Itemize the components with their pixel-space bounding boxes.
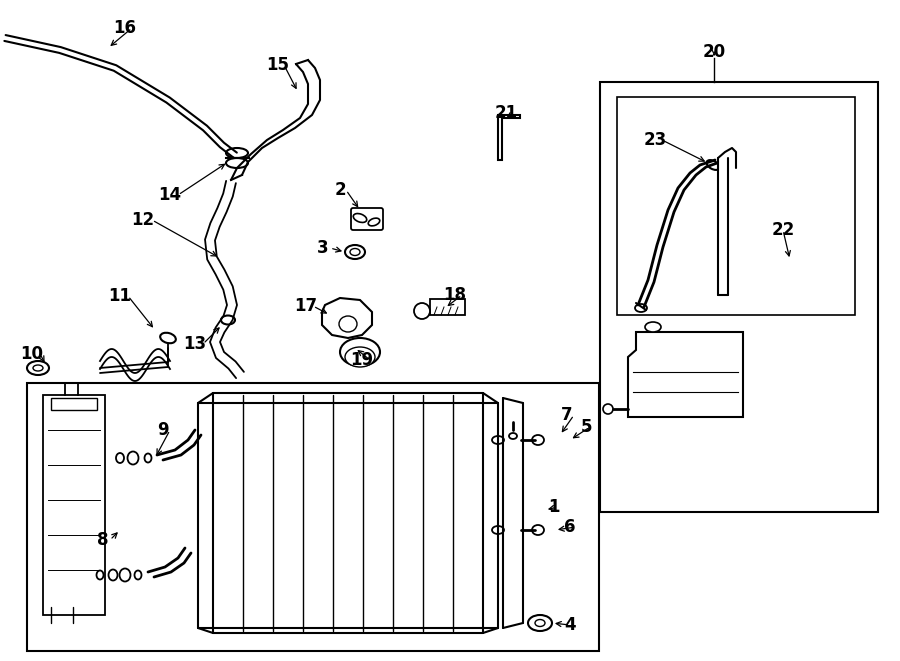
Text: 19: 19: [350, 351, 374, 369]
Polygon shape: [322, 298, 372, 338]
Ellipse shape: [160, 332, 176, 343]
Ellipse shape: [706, 160, 719, 170]
Ellipse shape: [340, 338, 380, 366]
Bar: [43, 395, 105, 615]
Text: 3: 3: [317, 239, 328, 257]
Ellipse shape: [414, 303, 430, 319]
Text: 17: 17: [294, 297, 318, 315]
Bar: [51, 398, 97, 410]
Ellipse shape: [345, 245, 365, 259]
Ellipse shape: [532, 435, 544, 445]
Ellipse shape: [635, 304, 647, 312]
Text: 14: 14: [158, 186, 182, 204]
Text: 18: 18: [444, 286, 466, 304]
Text: 15: 15: [266, 56, 290, 74]
Text: 16: 16: [113, 19, 137, 37]
Ellipse shape: [134, 570, 141, 580]
Ellipse shape: [535, 619, 545, 627]
Ellipse shape: [128, 451, 139, 465]
Text: 2: 2: [334, 181, 346, 199]
Text: 20: 20: [702, 43, 725, 61]
Text: 23: 23: [644, 131, 667, 149]
Ellipse shape: [96, 570, 104, 580]
Text: 6: 6: [564, 518, 576, 536]
Text: 12: 12: [131, 211, 155, 229]
Ellipse shape: [645, 322, 661, 332]
Ellipse shape: [33, 365, 43, 371]
Ellipse shape: [368, 218, 380, 226]
Text: 10: 10: [21, 345, 43, 363]
Ellipse shape: [120, 568, 130, 582]
Ellipse shape: [603, 404, 613, 414]
Text: 5: 5: [581, 418, 593, 436]
Polygon shape: [628, 332, 743, 417]
Bar: [430, 299, 465, 315]
Ellipse shape: [532, 525, 544, 535]
Ellipse shape: [345, 347, 375, 367]
Bar: [617, 97, 855, 315]
Text: 21: 21: [494, 104, 518, 122]
Ellipse shape: [116, 453, 124, 463]
FancyBboxPatch shape: [351, 208, 383, 230]
Ellipse shape: [509, 433, 517, 439]
Ellipse shape: [145, 453, 151, 463]
Text: 9: 9: [158, 421, 169, 439]
Text: 7: 7: [562, 406, 572, 424]
Ellipse shape: [492, 526, 504, 534]
Text: 22: 22: [771, 221, 795, 239]
Text: 8: 8: [97, 531, 109, 549]
Bar: [27, 383, 599, 651]
Ellipse shape: [221, 315, 235, 325]
Text: 13: 13: [184, 335, 207, 353]
Ellipse shape: [528, 615, 552, 631]
Text: 1: 1: [548, 498, 560, 516]
Text: 11: 11: [109, 287, 131, 305]
Ellipse shape: [354, 214, 366, 223]
Ellipse shape: [27, 361, 49, 375]
Text: 4: 4: [564, 616, 576, 634]
Bar: [600, 82, 878, 512]
Ellipse shape: [226, 148, 248, 158]
Ellipse shape: [350, 249, 360, 256]
Ellipse shape: [492, 436, 504, 444]
Ellipse shape: [339, 316, 357, 332]
Ellipse shape: [226, 158, 248, 168]
Ellipse shape: [109, 570, 118, 580]
Polygon shape: [498, 115, 520, 160]
